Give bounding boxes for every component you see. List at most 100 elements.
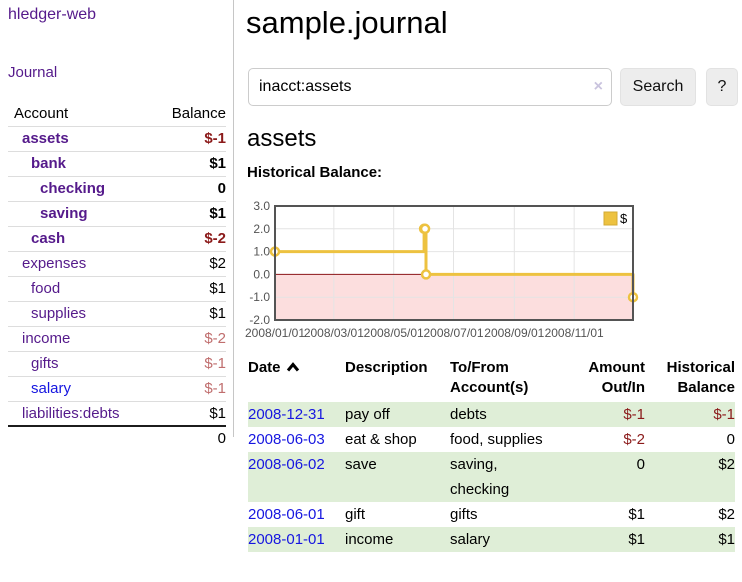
register-date-link[interactable]: 2008-06-02 [248, 456, 325, 473]
register-rows: 2008-12-31 pay off debts $-1 $-1 2008-06-03 ea… [248, 402, 735, 552]
account-link[interactable]: income [22, 330, 71, 347]
account-balance: $-1 [204, 130, 226, 147]
register-date-link[interactable]: 2008-06-01 [248, 506, 325, 523]
account-link[interactable]: assets [22, 130, 69, 147]
account-name-cell: saving [8, 201, 155, 226]
account-tree-header-row: Account Balance [8, 102, 226, 126]
balance-column-header: Balance [171, 105, 226, 123]
account-balance: $1 [209, 305, 226, 322]
account-name-cell: salary [8, 376, 155, 401]
account-balance: $-1 [204, 355, 226, 372]
help-button[interactable]: ? [706, 68, 738, 106]
x-tick-label: 2008/01/01 [245, 326, 305, 340]
account-row: cash $-2 [8, 226, 226, 251]
register-accounts-cell: debts [450, 406, 487, 423]
account-balance: $1 [209, 404, 226, 422]
description-column-header: Description [345, 359, 428, 376]
search-input[interactable] [248, 68, 612, 106]
account-name-cell: cash [8, 226, 155, 251]
account-row: checking 0 [8, 176, 226, 201]
account-balance: $2 [209, 255, 226, 272]
app-title-link[interactable]: hledger-web [8, 6, 97, 23]
account-row: expenses $2 [8, 251, 226, 276]
account-balance: $-2 [204, 230, 226, 247]
account-row: bank $1 [8, 151, 226, 176]
register-accounts-cell: salary [450, 531, 491, 548]
plot-border [274, 205, 634, 321]
balance-chart: $3.0 2.0 1.0 0.0 -1.0 -2.02008/01/012008/03/0… [245, 199, 639, 340]
page-title: sample.journal [246, 5, 448, 40]
date-column-header[interactable]: Date [248, 356, 345, 402]
register-table: Date Description To/From Account(s) Amou… [248, 356, 735, 552]
chart-title: Historical Balance: [247, 164, 383, 181]
sidebar-item-journal[interactable]: Journal [8, 64, 58, 81]
x-tick-label: 2008/09/01 [484, 326, 544, 340]
amount-column-header: Amount Out/In [588, 359, 645, 396]
register-row: 2008-06-02 save saving, checking 0 $2 [248, 452, 735, 502]
account-row: food $1 [8, 276, 226, 301]
tofrom-column-header: To/From Account(s) [450, 359, 529, 396]
y-tick-label: 0.0 [253, 267, 270, 281]
register-header-row: Date Description To/From Account(s) Amou… [248, 356, 735, 402]
account-link[interactable]: saving [40, 205, 88, 222]
search-button[interactable]: Search [620, 68, 696, 106]
x-tick-label: 2008/11/01 [545, 326, 604, 340]
register-row: 2008-06-03 eat & shop food, supplies $-2 0 [248, 427, 735, 452]
data-point-marker [420, 269, 432, 280]
legend-swatch [603, 211, 618, 226]
register-amount-cell: 0 [636, 456, 645, 473]
account-balance: $1 [209, 205, 226, 222]
register-balance-cell: $2 [718, 506, 735, 523]
account-row: supplies $1 [8, 301, 226, 326]
account-row: liabilities:debts $1 [8, 401, 226, 426]
register-date-cell: 2008-06-03 [248, 427, 345, 452]
account-link[interactable]: liabilities:debts [22, 404, 120, 422]
clear-search-icon[interactable]: × [593, 78, 603, 95]
register-balance-cell: $1 [718, 531, 735, 548]
register-accounts-cell: food, supplies [450, 431, 543, 448]
legend-label: $ [620, 211, 628, 226]
register-balance-cell: $-1 [713, 406, 735, 423]
account-name-cell: supplies [8, 301, 155, 326]
y-tick-label: 3.0 [253, 199, 270, 213]
account-link[interactable]: expenses [22, 255, 87, 272]
data-point-marker [419, 223, 431, 235]
account-column-header: Account [14, 105, 69, 123]
account-name-cell: assets [8, 126, 155, 151]
register-date-link[interactable]: 2008-01-01 [248, 531, 325, 548]
total-balance: 0 [217, 429, 226, 447]
account-link[interactable]: supplies [31, 305, 87, 322]
register-amount-cell: $1 [628, 531, 645, 548]
register-date-cell: 2008-12-31 [248, 402, 345, 427]
register-balance-cell: $2 [718, 456, 735, 473]
account-row: gifts $-1 [8, 351, 226, 376]
account-link[interactable]: gifts [31, 355, 59, 372]
account-link[interactable]: cash [31, 230, 66, 247]
register-description-cell: income [345, 531, 394, 548]
account-balance: $1 [209, 280, 226, 297]
register-date-cell: 2008-06-01 [248, 502, 345, 527]
account-link[interactable]: salary [31, 380, 72, 397]
register-description-cell: pay off [345, 406, 390, 423]
account-balance: $-1 [204, 380, 226, 397]
y-tick-label: 2.0 [253, 222, 270, 236]
account-name-cell: income [8, 326, 155, 351]
account-total-row: 0 [8, 426, 226, 449]
account-link[interactable]: checking [40, 180, 106, 197]
account-name-cell: bank [8, 151, 155, 176]
register-amount-cell: $1 [628, 506, 645, 523]
register-date-link[interactable]: 2008-12-31 [248, 406, 325, 423]
register-date-link[interactable]: 2008-06-03 [248, 431, 325, 448]
account-balance: $1 [209, 155, 226, 172]
account-row: saving $1 [8, 201, 226, 226]
sort-ascending-icon [286, 362, 299, 372]
account-link[interactable]: bank [31, 155, 67, 172]
x-tick-label: 2008/05/01 [364, 326, 424, 340]
register-description-cell: save [345, 456, 377, 473]
account-link[interactable]: food [31, 280, 61, 297]
y-tick-label: -2.0 [249, 313, 270, 327]
account-row: income $-2 [8, 326, 226, 351]
account-name-cell: gifts [8, 351, 155, 376]
account-balance: $-2 [204, 330, 226, 347]
register-description-cell: eat & shop [345, 431, 417, 448]
